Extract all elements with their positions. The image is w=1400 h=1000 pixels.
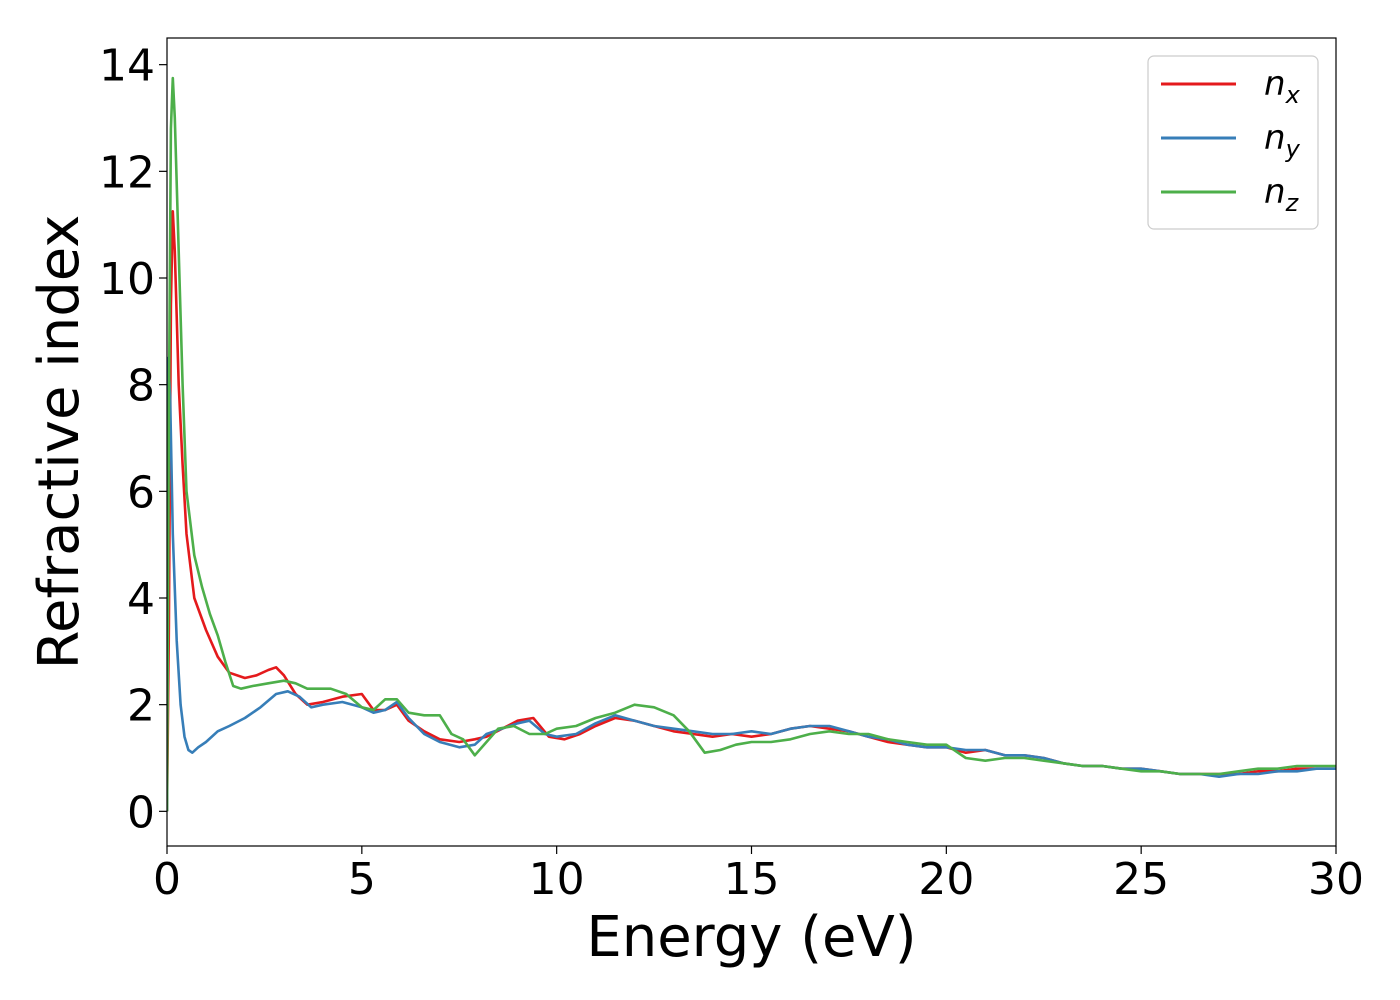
- y-tick-label: 6: [127, 467, 155, 518]
- legend-box: [1147, 55, 1319, 230]
- x-axis-title: Energy (eV): [586, 905, 916, 970]
- y-tick-label: 4: [127, 574, 155, 625]
- y-tick-label: 12: [99, 147, 155, 198]
- y-tick-label: 8: [127, 361, 155, 412]
- series-line-nx: [167, 210, 1336, 812]
- legend-label-z: nz: [1264, 172, 1300, 217]
- y-tick-label: 10: [99, 254, 155, 305]
- x-tick-label: 20: [918, 854, 974, 905]
- y-axis-title: Refractive index: [27, 215, 92, 670]
- ticks-layer: 0 5 10 15 20 25 30 0 2 4 6 8 10 12 14: [99, 41, 1364, 905]
- legend-label-y: ny: [1264, 118, 1301, 163]
- x-tick-label: 0: [153, 854, 181, 905]
- series-line-nz: [167, 76, 1336, 812]
- y-tick-label: 0: [127, 787, 155, 838]
- x-tick-label: 10: [529, 854, 585, 905]
- x-tick-label: 30: [1308, 854, 1364, 905]
- y-tick-label: 2: [127, 681, 155, 732]
- series-layer: [167, 76, 1336, 812]
- y-tick-label: 14: [99, 41, 155, 92]
- x-tick-label: 5: [348, 854, 376, 905]
- legend: nx ny nz: [1147, 55, 1319, 230]
- x-tick-label: 25: [1113, 854, 1169, 905]
- x-tick-label: 15: [724, 854, 780, 905]
- legend-label-x: nx: [1264, 64, 1301, 109]
